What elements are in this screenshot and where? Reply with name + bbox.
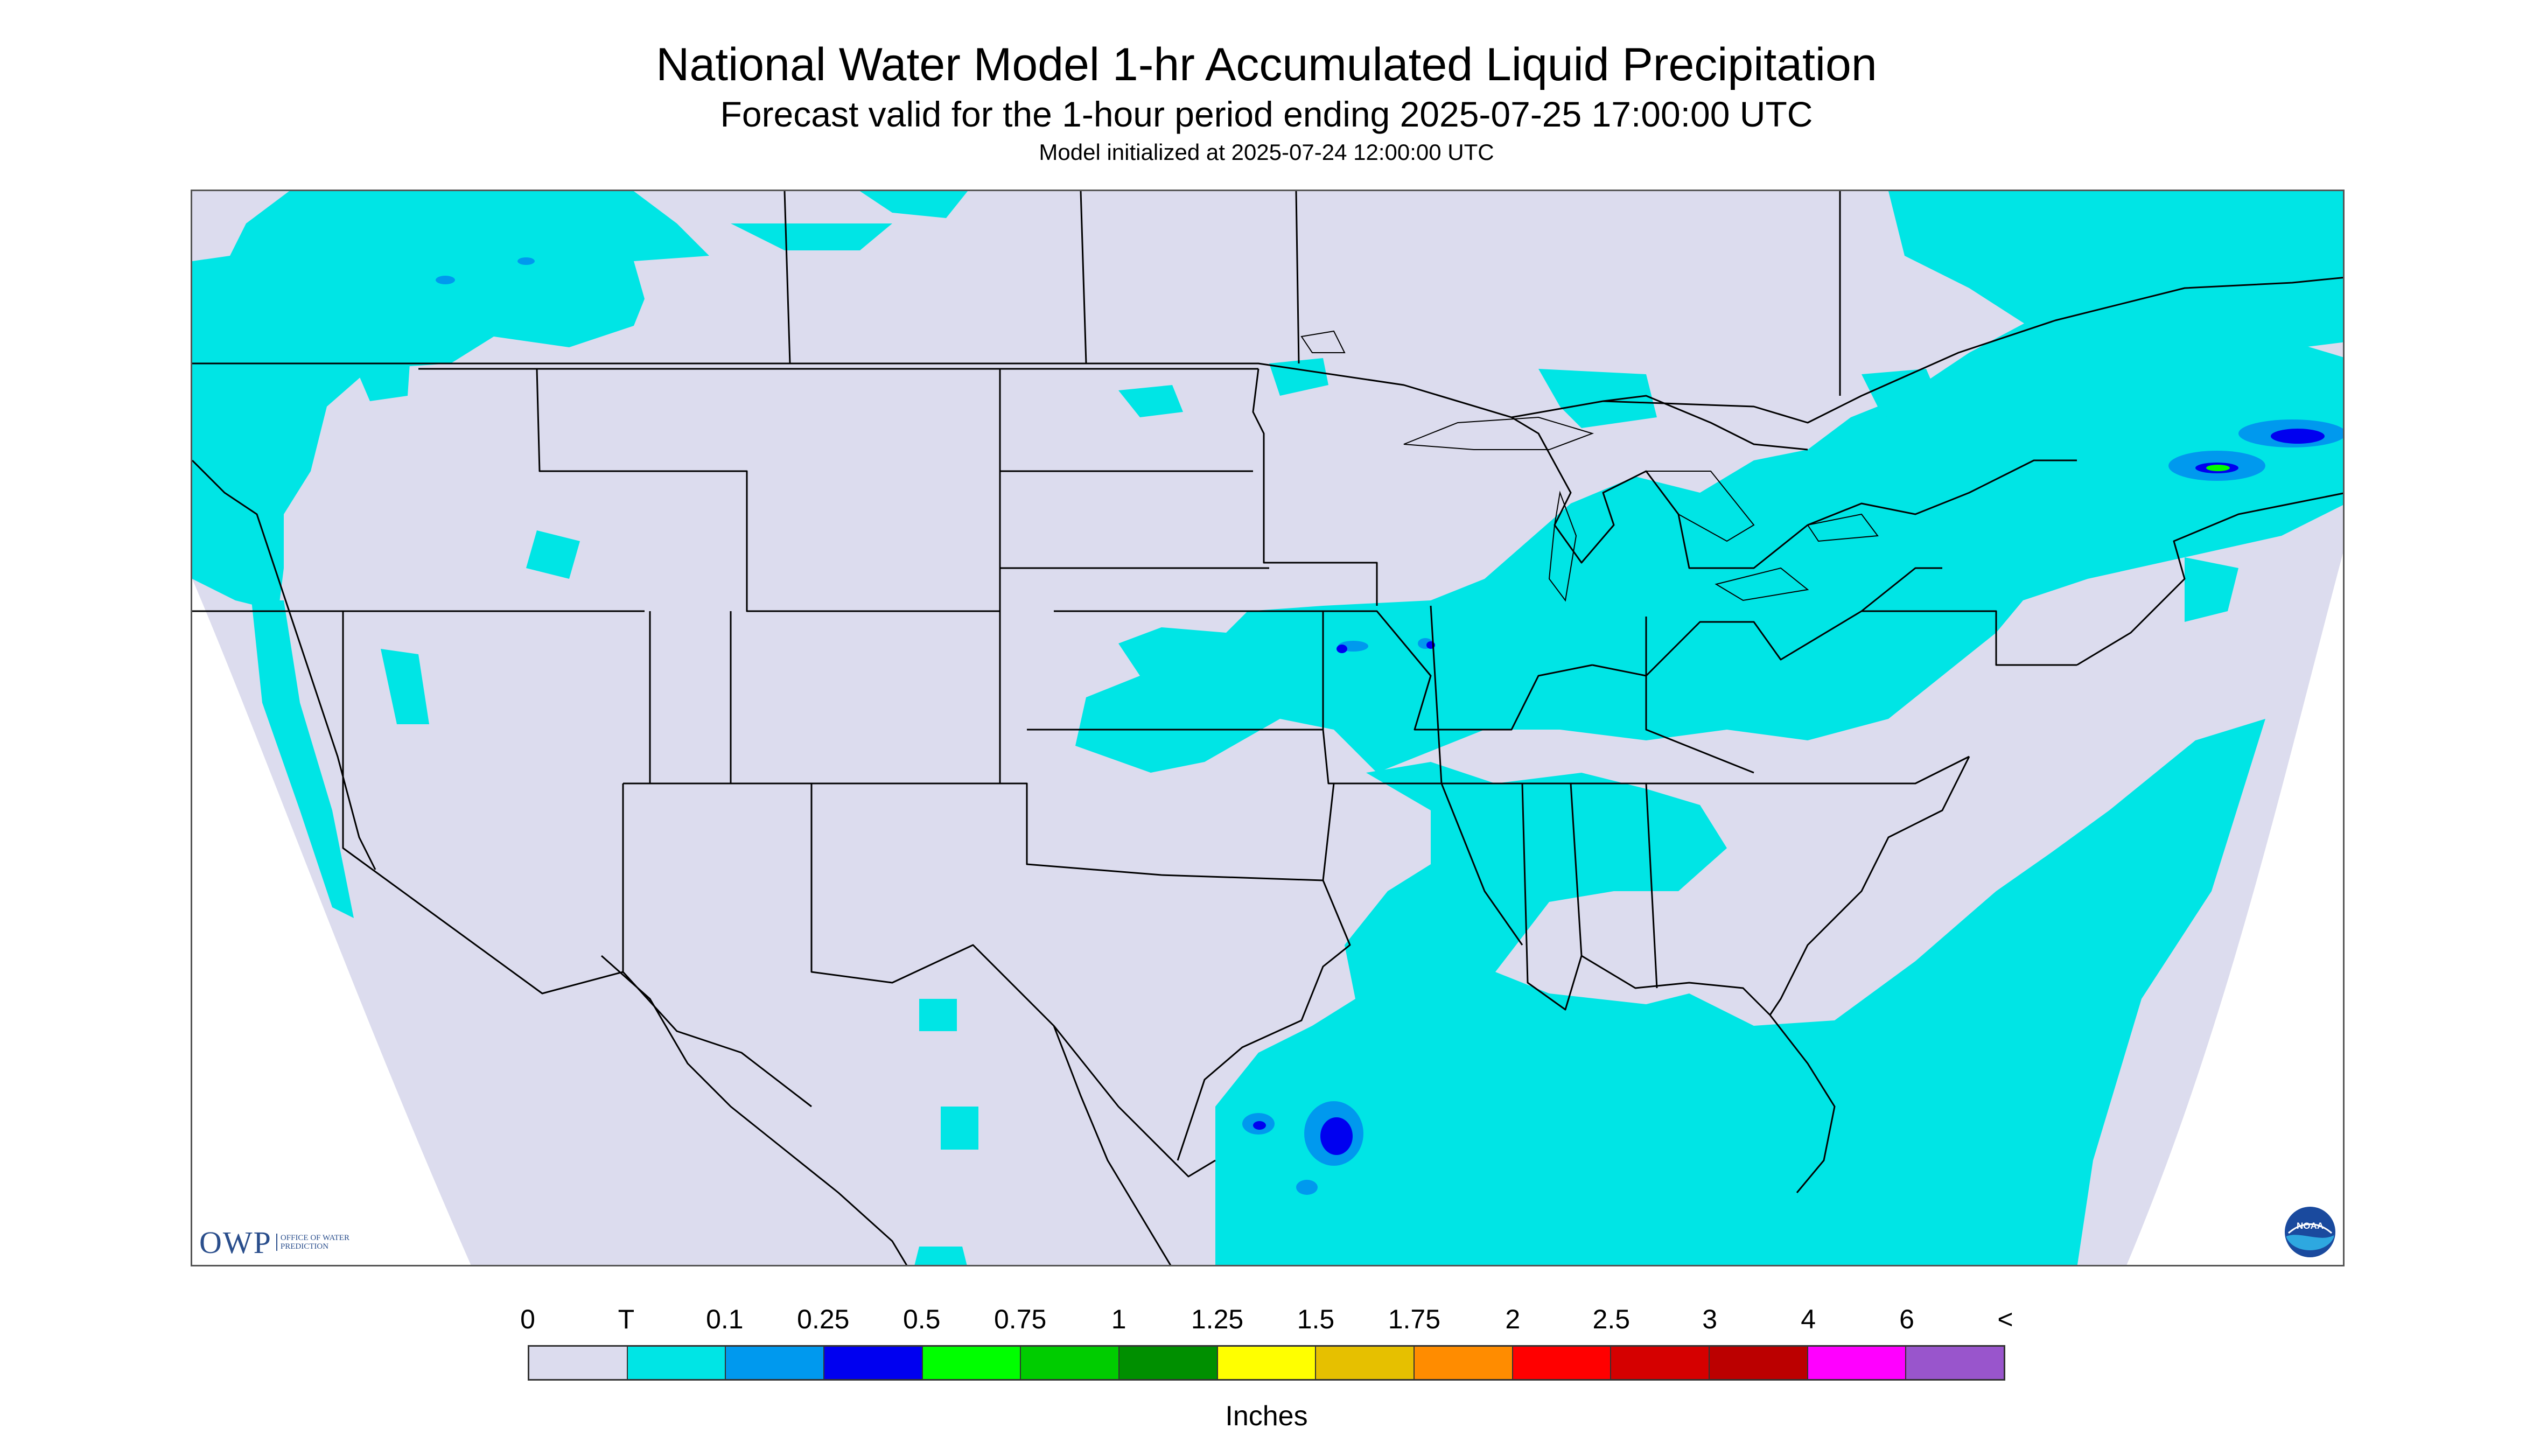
legend-tick-label: 1.75 [1388,1304,1441,1334]
legend-tick-label: 2 [1505,1304,1521,1334]
legend-tick-label: 3 [1702,1304,1718,1334]
forecast-valid-subtitle: Forecast valid for the 1-hour period end… [720,94,1813,134]
owp-logo-letters: OWP [199,1224,272,1260]
legend-tick-label: 0.5 [902,1304,941,1334]
precip-legend: 0 T 0.1 0.25 0.5 0.75 1 1.25 1.5 1.75 2 2.5 3 4 6 < [520,1303,2013,1381]
legend-tick-label: 0.75 [993,1304,1047,1334]
precip-heavier-cells [436,257,2343,1195]
legend-swatch [1316,1347,1415,1379]
noaa-logo-icon: NOAA [2284,1206,2336,1258]
legend-tick-label: 4 [1801,1304,1816,1334]
great-lakes-outlines [1300,330,1879,602]
legend-swatch [1415,1347,1513,1379]
legend-tick-label: 1.25 [1191,1304,1244,1334]
legend-swatch [1710,1347,1808,1379]
legend-swatch [922,1347,1021,1379]
legend-tick-label: 1.5 [1297,1304,1335,1334]
legend-swatch [1217,1347,1317,1379]
legend-swatch [1119,1347,1218,1379]
precipitation-map [191,190,2345,1266]
boundary-lines [192,191,2343,1265]
legend-tick-labels: 0 T 0.1 0.25 0.5 0.75 1 1.25 1.5 1.75 2 2.5 3 4 6 < [520,1303,2013,1335]
legend-tick-label: < [1997,1304,2013,1334]
page-title: National Water Model 1-hr Accumulated Li… [656,39,1877,90]
legend-swatch [1021,1347,1120,1379]
owp-logo-text: OFFICE OF WATER PREDICTION [276,1234,351,1251]
legend-swatch [824,1347,923,1379]
legend-tick-label: 6 [1899,1304,1914,1334]
owp-logo: OWP OFFICE OF WATER PREDICTION [199,1223,351,1261]
precip-trace-areas [192,191,2343,1265]
legend-swatch [1513,1347,1612,1379]
legend-swatch [1611,1347,1710,1379]
legend-swatch [1906,1347,2004,1379]
map-canvas [192,191,2343,1265]
legend-swatch [1808,1347,1907,1379]
legend-units-label: Inches [1225,1401,1308,1432]
legend-tick-label: 2.5 [1592,1304,1631,1334]
legend-color-bar [528,1345,2005,1381]
legend-swatch [627,1347,726,1379]
legend-tick-label: 1 [1111,1304,1126,1334]
legend-swatch [529,1347,628,1379]
legend-tick-label: T [618,1304,635,1334]
noaa-logo-text: NOAA [2297,1221,2324,1231]
legend-tick-label: 0.1 [706,1304,744,1334]
legend-tick-label: 0 [520,1304,535,1334]
legend-tick-label: 0.25 [797,1304,850,1334]
legend-swatch [726,1347,825,1379]
model-init-line: Model initialized at 2025-07-24 12:00:00… [1039,139,1494,165]
